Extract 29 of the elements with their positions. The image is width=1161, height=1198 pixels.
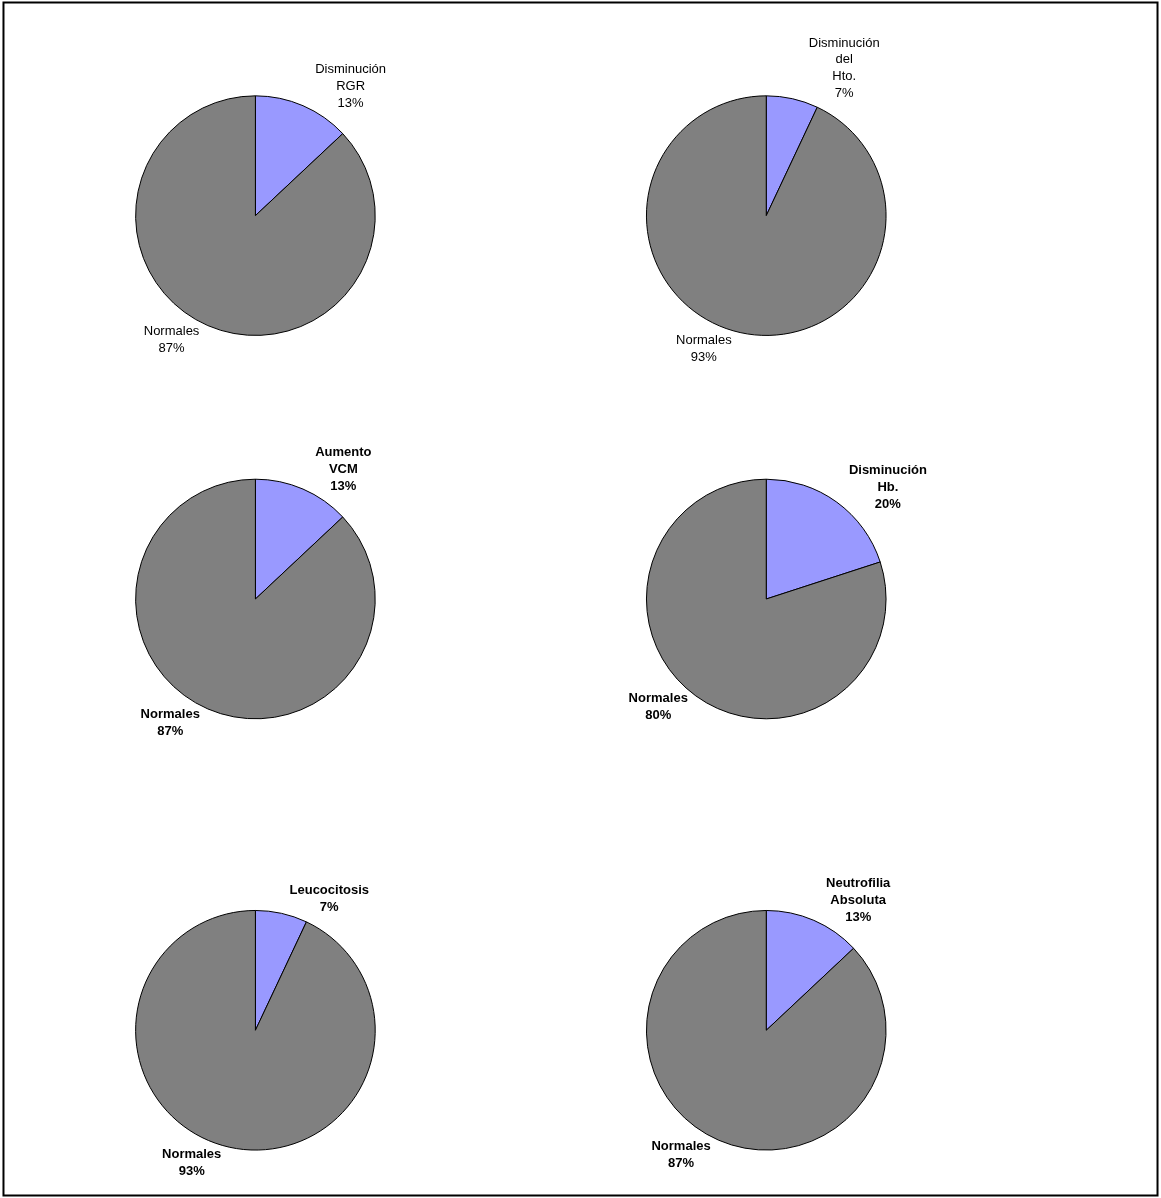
slice-label: Disminución del Hto. bbox=[808, 34, 880, 84]
data-label: 87% bbox=[668, 1154, 695, 1170]
data-label: 87% bbox=[157, 723, 184, 739]
slice-label: Neutrofilia Absoluta bbox=[826, 875, 892, 908]
pie-slice bbox=[646, 909, 887, 1151]
data-label: 7% bbox=[834, 85, 855, 101]
slice-label: Normales bbox=[651, 1137, 711, 1153]
data-label: 87% bbox=[158, 339, 185, 355]
slice-label: Normales bbox=[143, 323, 200, 339]
slice-label: Aumento VCM bbox=[315, 444, 372, 476]
data-label: 80% bbox=[645, 707, 672, 723]
pie-slice bbox=[645, 95, 887, 336]
data-label: 13% bbox=[845, 909, 872, 925]
slice-label: Normales bbox=[628, 690, 688, 706]
data-label: 13% bbox=[337, 94, 365, 110]
pie-slice bbox=[135, 478, 376, 720]
slice-label: Normales bbox=[140, 706, 200, 722]
data-label: 93% bbox=[690, 348, 718, 364]
data-label: 93% bbox=[178, 1163, 206, 1179]
slice-label: Normales bbox=[676, 331, 733, 347]
data-label: 13% bbox=[330, 477, 357, 493]
data-label: 20% bbox=[874, 495, 902, 511]
slice-label: Leucocitosis bbox=[289, 882, 369, 898]
slice-label: Normales bbox=[162, 1146, 222, 1162]
slice-label: Disminución Hb. bbox=[848, 461, 927, 494]
pie-slice bbox=[135, 95, 376, 336]
data-label: 7% bbox=[319, 899, 340, 915]
pie-slice bbox=[135, 909, 376, 1151]
slice-label: Disminución RGR bbox=[315, 60, 387, 93]
